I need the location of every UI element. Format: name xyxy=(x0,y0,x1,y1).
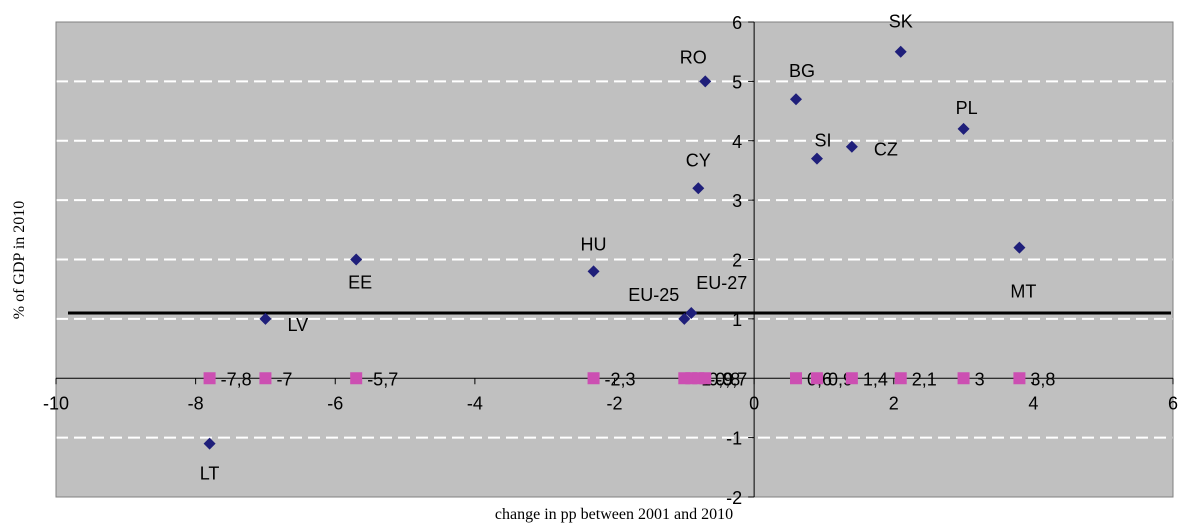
value-label: -5,7 xyxy=(367,369,398,389)
country-label: LT xyxy=(200,464,220,484)
x-tick-label: -10 xyxy=(43,393,69,413)
y-tick-label: -2 xyxy=(726,488,742,508)
country-label: LV xyxy=(287,315,308,335)
plot-border xyxy=(55,21,1174,498)
country-label: CZ xyxy=(874,140,898,160)
x-tick-label: 2 xyxy=(889,393,899,413)
value-marker xyxy=(587,372,600,385)
country-label: MT xyxy=(1010,282,1036,302)
y-tick-label: 3 xyxy=(732,191,742,211)
value-label: -7,8 xyxy=(221,369,252,389)
country-label: PL xyxy=(956,98,978,118)
country-label: EU-25 xyxy=(628,285,679,305)
value-marker xyxy=(894,372,907,385)
value-marker xyxy=(350,372,363,385)
y-axis-title: % of GDP in 2010 xyxy=(11,201,28,320)
country-marker xyxy=(685,306,698,319)
country-marker xyxy=(894,45,907,58)
value-marker xyxy=(699,372,712,385)
country-marker xyxy=(678,312,691,325)
country-marker xyxy=(203,437,216,450)
x-tick-label: -6 xyxy=(327,393,343,413)
axes: -10 -8 -6 -4 -2 0 2 4 6 -2 -1 1 2 3 4 5 6 xyxy=(43,13,1178,508)
value-marker xyxy=(810,372,823,385)
value-markers: -7,8-7-5,7-2,3-1-0,9-0,8-0,70,60,91,42,1… xyxy=(203,369,1055,389)
y-tick-label: 5 xyxy=(732,72,742,92)
country-marker xyxy=(1013,241,1026,254)
value-marker xyxy=(203,372,216,385)
value-label: 3 xyxy=(975,369,985,389)
country-label: CY xyxy=(686,150,711,170)
value-marker xyxy=(1013,372,1026,385)
country-markers: LT LV EE HU EU-25 EU-27 RO CY BG SI CZ SK PL MT xyxy=(200,12,1037,484)
y-tick-label: 2 xyxy=(732,251,742,271)
country-marker xyxy=(845,140,858,153)
value-marker xyxy=(845,372,858,385)
x-tick-label: 6 xyxy=(1168,393,1178,413)
country-label: EE xyxy=(348,273,372,293)
country-label: HU xyxy=(581,234,607,254)
value-marker xyxy=(790,372,803,385)
value-label: -0,7 xyxy=(716,369,747,389)
country-label: RO xyxy=(680,47,707,67)
y-tick-label: -1 xyxy=(726,429,742,449)
x-tick-label: -4 xyxy=(467,393,483,413)
grid-lines xyxy=(55,21,1174,498)
value-label: -7 xyxy=(276,369,292,389)
country-marker xyxy=(259,312,272,325)
country-marker xyxy=(790,93,803,106)
country-label: SK xyxy=(889,12,913,32)
value-label: -2,3 xyxy=(605,369,636,389)
country-label: EU-27 xyxy=(696,273,747,293)
x-tick-label: 0 xyxy=(749,393,759,413)
x-tick-label: -2 xyxy=(606,393,622,413)
country-marker xyxy=(692,182,705,195)
y-tick-label: 1 xyxy=(732,310,742,330)
value-marker xyxy=(957,372,970,385)
value-label: 3,8 xyxy=(1030,369,1055,389)
country-marker xyxy=(699,75,712,88)
country-marker xyxy=(587,265,600,278)
value-marker xyxy=(259,372,272,385)
value-label: -0,8 xyxy=(709,369,740,389)
value-label: 2,1 xyxy=(912,369,937,389)
country-label: SI xyxy=(814,131,831,151)
x-axis-title: change in pp between 2001 and 2010 xyxy=(495,506,733,523)
x-tick-label: -8 xyxy=(188,393,204,413)
country-marker xyxy=(810,152,823,165)
country-marker xyxy=(957,122,970,135)
y-tick-label: 6 xyxy=(732,13,742,33)
value-label: 1,4 xyxy=(863,369,888,389)
country-marker xyxy=(350,253,363,266)
x-tick-label: 4 xyxy=(1028,393,1038,413)
y-tick-label: 4 xyxy=(732,132,742,152)
country-label: BG xyxy=(789,61,815,81)
